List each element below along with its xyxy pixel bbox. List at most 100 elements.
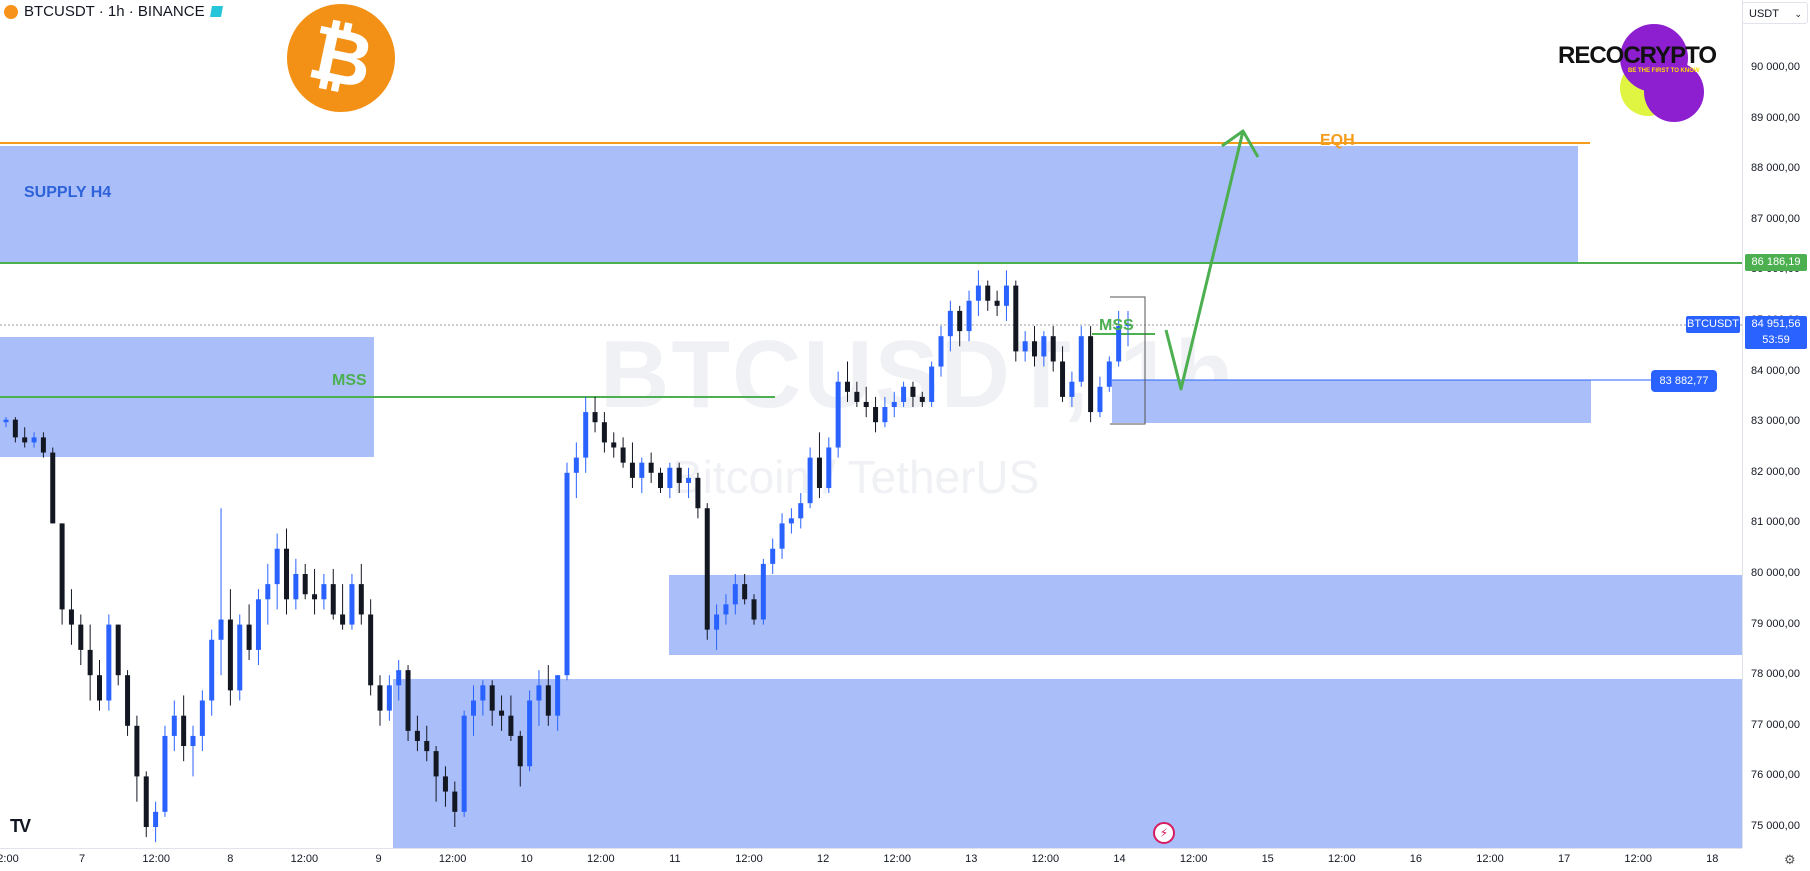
candle-body — [695, 477, 701, 509]
candle-body — [1032, 341, 1037, 357]
symbol-header[interactable]: BTCUSDT · 1h · BINANCE — [4, 3, 223, 20]
chart-pane[interactable]: BTCUSDT · 1h · BINANCE BTCUSDT, 1h Bitco… — [0, 0, 1742, 848]
candle-body — [1088, 336, 1094, 413]
candles-layer — [3, 270, 1131, 843]
candle-body — [293, 574, 299, 600]
candle-body — [199, 700, 205, 736]
candle-body — [985, 285, 991, 301]
candle-body — [171, 715, 177, 736]
price-tick: 81 000,00 — [1751, 516, 1800, 529]
candle-body — [854, 391, 860, 402]
candle-body — [87, 649, 93, 676]
demand-zone-low[interactable] — [393, 679, 1742, 848]
lightning-icon[interactable]: ⚡ — [1153, 822, 1175, 844]
time-tick: 12 — [816, 853, 830, 865]
candle-body — [583, 412, 589, 458]
candle-body — [12, 419, 18, 438]
candle-body — [368, 614, 374, 686]
candle-body — [181, 715, 187, 747]
candle-body — [994, 300, 1000, 306]
candle-body — [442, 776, 448, 792]
candle-body — [97, 675, 102, 701]
candle-body — [592, 412, 598, 423]
candle-body — [798, 503, 804, 519]
candle-body — [265, 584, 271, 600]
candle-body — [340, 614, 346, 625]
candle-body — [1013, 285, 1019, 352]
candle-body — [321, 584, 327, 600]
candle-body — [929, 366, 935, 402]
candle-body — [424, 740, 430, 752]
candle-body — [648, 462, 654, 473]
candle-body — [125, 675, 131, 726]
chevron-down-icon: ⌄ — [1794, 9, 1802, 19]
chart-overlay — [0, 129, 1742, 843]
tradingview-logo[interactable]: TV — [10, 816, 31, 836]
candle-body — [40, 437, 46, 453]
candle-body — [59, 523, 65, 610]
candle-body — [1116, 326, 1122, 362]
candle-body — [601, 422, 607, 443]
candle-body — [901, 386, 907, 402]
candle-body — [143, 776, 149, 827]
candle-body — [499, 710, 505, 716]
eqh-label: EQH — [1320, 132, 1355, 149]
last-price-value: 84 951,56 — [1751, 318, 1801, 330]
time-tick: 12:00 — [1476, 853, 1504, 865]
currency-select[interactable]: USDT ⌄ — [1742, 2, 1808, 24]
candle-body — [891, 401, 897, 408]
candle-body — [742, 584, 748, 600]
candle-body — [1106, 361, 1112, 387]
projection-path — [1164, 130, 1245, 391]
time-tick: 12:00 — [1624, 853, 1652, 865]
candle-body — [1069, 381, 1075, 397]
settings-icon[interactable]: ⚙ — [1784, 852, 1796, 867]
candle-body — [115, 624, 121, 676]
candle-body — [826, 447, 832, 488]
price-tick: 87 000,00 — [1751, 212, 1800, 225]
projection-arrowhead — [1221, 129, 1260, 158]
candle-body — [3, 419, 9, 423]
candle-body — [1022, 341, 1028, 352]
candle-body — [788, 518, 794, 524]
level-badge-blue[interactable]: 83 882,77 — [1651, 370, 1717, 392]
price-tick: 76 000,00 — [1751, 769, 1800, 782]
candle-body — [667, 467, 673, 488]
candle-body — [564, 472, 570, 676]
price-tick: 79 000,00 — [1751, 617, 1800, 630]
candle-body — [22, 437, 28, 443]
candle-body — [50, 452, 56, 524]
price-tick: 75 000,00 — [1751, 820, 1800, 832]
candle-body — [414, 730, 420, 741]
candle-body — [405, 670, 411, 731]
price-tick: 83 000,00 — [1751, 415, 1800, 428]
candle-body — [835, 381, 841, 448]
demand-zone-current[interactable] — [1112, 380, 1591, 423]
candle-body — [377, 685, 383, 711]
supply-zone[interactable] — [0, 146, 1578, 263]
price-tick: 84 000,00 — [1751, 364, 1800, 377]
candle-body — [947, 310, 953, 337]
demand-zone-mid[interactable] — [669, 575, 1742, 655]
candle-body — [78, 624, 84, 650]
last-price-tag: 84 951,56 53:59 — [1745, 316, 1807, 349]
candle-body — [658, 472, 663, 488]
candle-body — [732, 584, 738, 605]
level-tag-green: 86 186,19 — [1745, 254, 1807, 271]
candle-body — [629, 462, 635, 478]
candle-body — [845, 381, 850, 392]
candle-body — [639, 462, 645, 478]
time-tick: 15 — [1261, 853, 1274, 865]
candle-body — [433, 751, 439, 777]
candle-body — [274, 548, 280, 585]
candle-body — [919, 396, 925, 402]
candle-body — [816, 457, 822, 488]
time-tick: 12:00 — [735, 853, 763, 865]
candle-body — [957, 310, 963, 332]
candle-body — [770, 548, 776, 564]
candle-body — [386, 685, 392, 711]
price-tick: 78 000,00 — [1751, 668, 1800, 681]
time-axis[interactable]: 2:00 7 12:00 8 12:00 9 12:00 10 12:00 11 12:00 12 12… — [0, 848, 1742, 871]
candle-body — [527, 700, 533, 767]
